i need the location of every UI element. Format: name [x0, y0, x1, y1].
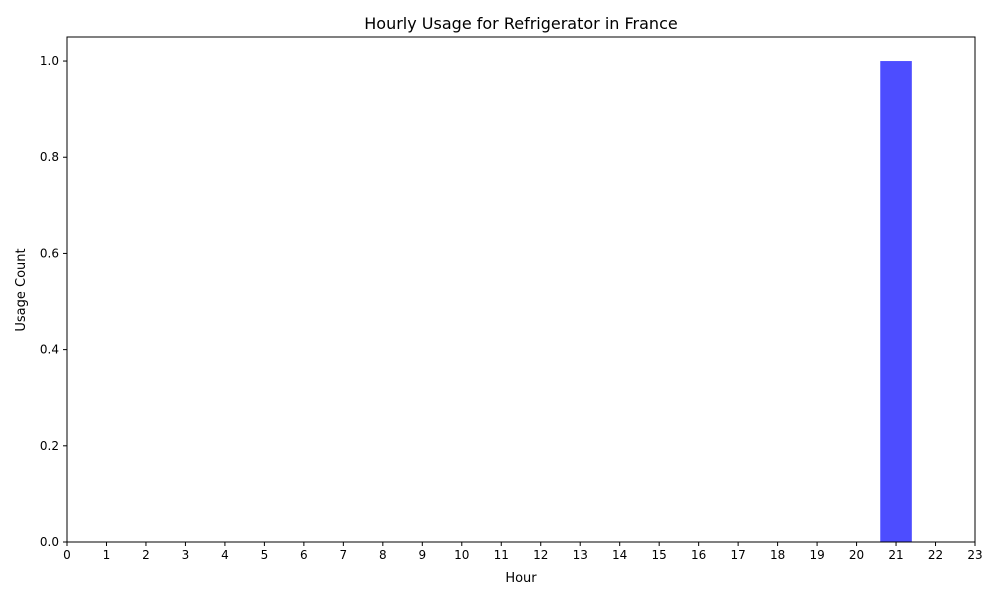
x-tick-label: 8 [379, 548, 387, 562]
y-tick-label: 0.2 [40, 439, 59, 453]
x-tick-label: 21 [888, 548, 903, 562]
bars [880, 61, 912, 543]
x-tick-label: 13 [573, 548, 588, 562]
x-tick-label: 14 [612, 548, 627, 562]
x-tick-label: 5 [261, 548, 269, 562]
bar-hour-21 [880, 61, 912, 543]
x-tick-label: 23 [967, 548, 982, 562]
x-tick-label: 9 [418, 548, 426, 562]
x-tick-label: 12 [533, 548, 548, 562]
y-tick-label: 0.4 [40, 343, 59, 357]
x-tick-label: 17 [730, 548, 745, 562]
x-tick-label: 22 [928, 548, 943, 562]
x-tick-label: 18 [770, 548, 785, 562]
x-tick-label: 19 [809, 548, 824, 562]
x-tick-label: 20 [849, 548, 864, 562]
x-tick-label: 16 [691, 548, 706, 562]
x-tick-label: 6 [300, 548, 308, 562]
y-tick-label: 0.6 [40, 246, 59, 260]
x-tick-label: 11 [494, 548, 509, 562]
x-tick-label: 10 [454, 548, 469, 562]
x-tick-label: 2 [142, 548, 150, 562]
y-axis-label: Usage Count [14, 248, 29, 331]
x-axis: 0 1 2 3 4 5 6 7 8 9 10 11 12 13 14 15 16 17 18 19 20 21 22 23 [63, 542, 983, 562]
x-axis-label: Hour [505, 571, 537, 586]
x-tick-label: 3 [182, 548, 190, 562]
y-axis: 0.0 0.2 0.4 0.6 0.8 1.0 [40, 54, 67, 549]
plot-frame [66, 36, 976, 543]
x-tick-label: 4 [221, 548, 229, 562]
x-tick-label: 0 [63, 548, 71, 562]
x-tick-label: 15 [652, 548, 667, 562]
y-tick-label: 0.8 [40, 150, 59, 164]
y-tick-label: 0.0 [40, 535, 59, 549]
y-tick-label: 1.0 [40, 54, 59, 68]
x-tick-label: 7 [340, 548, 348, 562]
x-tick-label: 1 [103, 548, 111, 562]
chart-title: Hourly Usage for Refrigerator in France [364, 14, 677, 33]
